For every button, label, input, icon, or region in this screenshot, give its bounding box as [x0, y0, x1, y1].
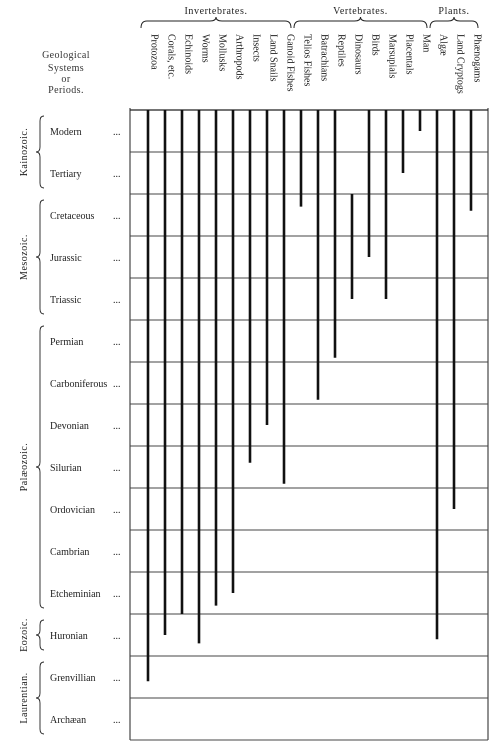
- column-header-algae: Algæ: [438, 34, 449, 56]
- era-label-palaeozoic: Palæozoic.: [19, 443, 30, 492]
- column-header-placentals: Placentals: [404, 34, 415, 75]
- group-bracket: [140, 16, 292, 29]
- column-header-land-snails: Land Snails: [268, 34, 279, 82]
- period-ellipsis: ...: [113, 505, 121, 516]
- period-label-permian: Permian: [50, 337, 83, 348]
- era-brace: [35, 325, 45, 609]
- column-header-marsupials: Marsupials: [387, 34, 398, 79]
- period-ellipsis: ...: [113, 379, 121, 390]
- group-header-plants: Plants.: [438, 6, 469, 17]
- period-ellipsis: ...: [113, 127, 121, 138]
- column-header-batrachians: Batrachians: [319, 34, 330, 81]
- left-header-line: Periods.: [48, 85, 84, 96]
- period-ellipsis: ...: [113, 589, 121, 600]
- column-header-insects: Insects: [251, 34, 262, 62]
- era-label-eozoic: Eozoic.: [19, 618, 30, 652]
- group-bracket: [293, 16, 428, 29]
- period-label-cambrian: Cambrian: [50, 547, 89, 558]
- column-header-dinosaurs: Dinosaurs: [353, 34, 364, 75]
- period-grid: [129, 108, 489, 741]
- period-ellipsis: ...: [113, 715, 121, 726]
- column-header-protozoa: Protozoa: [149, 34, 160, 70]
- era-label-laurentian: Laurentian.: [19, 672, 30, 723]
- era-brace: [35, 619, 45, 651]
- column-headers: Protozoa Corals, etc. Echinoids Worms Mollus…: [149, 34, 483, 94]
- period-ellipsis: ...: [113, 547, 121, 558]
- column-header-arthropods: Arthropods: [234, 34, 245, 80]
- period-label-etcheminian: Etcheminian: [50, 589, 101, 600]
- column-header-land-cryptogs: Land Cryptogs: [455, 34, 466, 94]
- left-header-line: Systems: [48, 63, 84, 74]
- column-group-headers: Invertebrates. Vertebrates. Plants.: [140, 6, 479, 29]
- period-ellipsis: ...: [113, 211, 121, 222]
- column-header-telios-fishes: Telios Fishes: [302, 34, 313, 86]
- column-header-mollusks: Mollusks: [217, 34, 228, 71]
- period-label-huronian: Huronian: [50, 631, 88, 642]
- group-bracket: [429, 16, 479, 29]
- era-label-mesozoic: Mesozoic.: [19, 234, 30, 280]
- group-header-invertebrates: Invertebrates.: [184, 6, 247, 17]
- period-ellipsis: ...: [113, 337, 121, 348]
- group-header-vertebrates: Vertebrates.: [333, 6, 388, 17]
- period-label-tertiary: Tertiary: [50, 169, 82, 180]
- era-label-kainozoic: Kainozoic.: [19, 128, 30, 177]
- left-header-line: or: [61, 74, 70, 85]
- period-ellipsis: ...: [113, 295, 121, 306]
- period-label-grenvillian: Grenvillian: [50, 673, 96, 684]
- column-header-corals-etc: Corals, etc.: [166, 34, 177, 79]
- column-header-ganoid-fishes: Ganoid Fishes: [285, 34, 296, 92]
- period-ellipsis: ...: [113, 463, 121, 474]
- period-ellipsis: ...: [113, 169, 121, 180]
- period-label-devonian: Devonian: [50, 421, 89, 432]
- era-labels: Kainozoic. Mesozoic. Palæozoic. Eozoic. Laur…: [19, 115, 45, 735]
- period-label-ordovician: Ordovician: [50, 505, 95, 516]
- era-brace: [35, 115, 45, 189]
- period-ellipsis: ...: [113, 673, 121, 684]
- column-header-worms: Worms: [200, 34, 211, 63]
- period-ellipsis: ...: [113, 253, 121, 264]
- range-bars: [146, 110, 473, 682]
- period-label-triassic: Triassic: [50, 295, 82, 306]
- period-labels: Modern ... Tertiary ... Cretaceous ... Jurassi…: [50, 127, 121, 726]
- column-header-birds: Birds: [370, 34, 381, 56]
- period-ellipsis: ...: [113, 421, 121, 432]
- period-label-carboniferous: Carboniferous: [50, 379, 107, 390]
- period-label-archaean: Archæan: [50, 715, 86, 726]
- period-ellipsis: ...: [113, 631, 121, 642]
- left-header-line: Geological: [42, 50, 90, 61]
- period-label-cretaceous: Cretaceous: [50, 211, 95, 222]
- column-header-phaenogams: Phænogams: [472, 34, 483, 82]
- period-label-jurassic: Jurassic: [50, 253, 82, 264]
- era-brace: [35, 199, 45, 315]
- era-brace: [35, 661, 45, 735]
- column-header-echinoids: Echinoids: [183, 34, 194, 74]
- period-label-modern: Modern: [50, 127, 82, 138]
- period-label-silurian: Silurian: [50, 463, 82, 474]
- column-header-reptiles: Reptiles: [336, 34, 347, 67]
- column-header-man: Man: [421, 34, 432, 52]
